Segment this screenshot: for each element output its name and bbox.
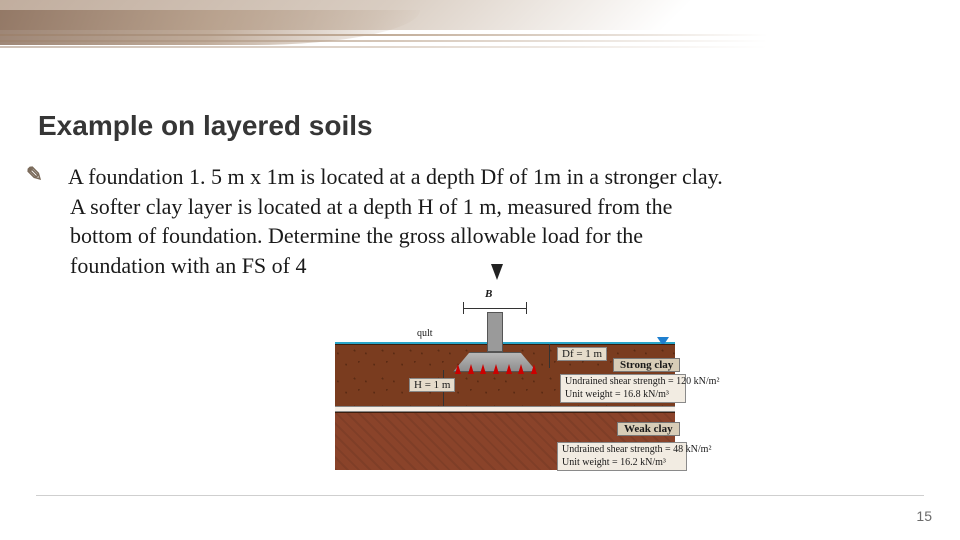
body-line: foundation with an FS of 4 (48, 251, 920, 281)
footing (453, 312, 537, 372)
label-Df: Df = 1 m (557, 347, 607, 361)
weak-clay-heading: Weak clay (617, 422, 680, 436)
weak-clay-properties: Undrained shear strength = 48 kN/m² Unit… (557, 442, 687, 471)
body-line: A foundation 1. 5 m x 1m is located at a… (68, 164, 723, 189)
property-line: Unit weight = 16.8 kN/m³ (565, 389, 681, 402)
banner-lines (0, 34, 960, 54)
property-line: Unit weight = 16.2 kN/m³ (562, 457, 682, 470)
slide-body: ✎A foundation 1. 5 m x 1m is located at … (48, 162, 920, 281)
strong-clay-heading: Strong clay (613, 358, 680, 372)
dimension-Df-line (549, 344, 550, 368)
slide-title: Example on layered soils (38, 110, 373, 142)
property-line: Undrained shear strength = 48 kN/m² (562, 444, 682, 457)
decorative-top-banner (0, 0, 960, 80)
label-H: H = 1 m (409, 378, 455, 392)
footing-column (487, 312, 503, 352)
bearing-pressure-arrows (455, 364, 537, 378)
body-line: bottom of foundation. Determine the gros… (48, 221, 920, 251)
body-line: A softer clay layer is located at a dept… (48, 192, 920, 222)
page-number: 15 (916, 508, 932, 524)
bullet-icon: ✎ (48, 162, 66, 189)
strong-clay-properties: Undrained shear strength = 120 kN/m² Uni… (560, 374, 686, 403)
label-qult: qult (417, 328, 433, 339)
footer-rule (36, 495, 924, 496)
soil-layers-diagram: B qult H = 1 m Df = 1 m Strong clay Undr… (335, 282, 675, 477)
load-arrow-icon (491, 264, 503, 280)
property-line: Undrained shear strength = 120 kN/m² (565, 376, 681, 389)
label-B: B (485, 288, 492, 300)
